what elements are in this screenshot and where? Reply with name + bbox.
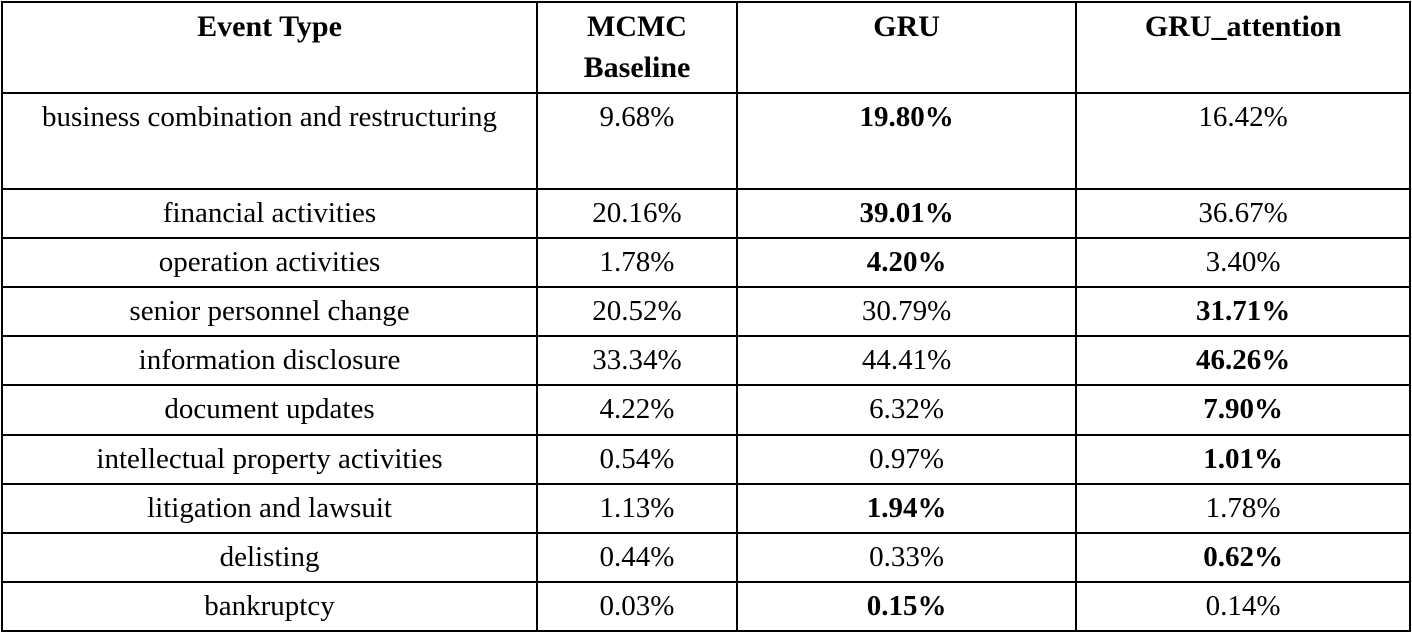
table-row: litigation and lawsuit 1.13% 1.94% 1.78%: [0, 482, 1411, 534]
gru-attention-cell: 0.62%: [1075, 531, 1411, 584]
mcmc-baseline-cell: 0.44%: [536, 531, 738, 584]
gru-cell: 4.20%: [735, 236, 1078, 289]
mcmc-baseline-cell: 20.52%: [536, 286, 738, 338]
event-type-cell: financial activities: [0, 187, 539, 239]
mcmc-baseline-cell: 1.13%: [536, 482, 738, 534]
mcmc-baseline-cell: 9.68%: [536, 91, 738, 190]
mcmc-baseline-cell: 4.22%: [536, 384, 738, 436]
event-type-cell: information disclosure: [0, 335, 539, 387]
gru-attention-cell: 3.40%: [1075, 236, 1411, 289]
table-row: delisting 0.44% 0.33% 0.62%: [0, 531, 1411, 584]
table-row: operation activities 1.78% 4.20% 3.40%: [0, 236, 1411, 289]
gru-cell: 44.41%: [735, 335, 1078, 387]
gru-cell: 39.01%: [735, 187, 1078, 239]
table-row: bankruptcy 0.03% 0.15% 0.14%: [0, 581, 1411, 632]
event-type-cell: operation activities: [0, 236, 539, 289]
event-type-cell: bankruptcy: [0, 581, 539, 632]
table-row: senior personnel change 20.52% 30.79% 31…: [0, 286, 1411, 338]
gru-cell: 0.97%: [735, 433, 1078, 485]
mcmc-baseline-cell: 0.54%: [536, 433, 738, 485]
gru-attention-cell: 1.78%: [1075, 482, 1411, 534]
gru-attention-cell: 31.71%: [1075, 286, 1411, 338]
gru-cell: 6.32%: [735, 384, 1078, 436]
gru-cell: 1.94%: [735, 482, 1078, 534]
column-header-mcmc-baseline: MCMC Baseline: [536, 1, 738, 94]
event-type-cell: delisting: [0, 531, 539, 584]
gru-attention-cell: 1.01%: [1075, 433, 1411, 485]
event-type-cell: intellectual property activities: [0, 433, 539, 485]
gru-attention-cell: 7.90%: [1075, 384, 1411, 436]
column-header-event-type: Event Type: [0, 1, 539, 94]
gru-attention-cell: 16.42%: [1075, 91, 1411, 190]
table-row: business combination and restructuring 9…: [0, 91, 1411, 190]
table-row: intellectual property activities 0.54% 0…: [0, 433, 1411, 485]
event-type-cell: litigation and lawsuit: [0, 482, 539, 534]
event-type-cell: senior personnel change: [0, 286, 539, 338]
gru-cell: 30.79%: [735, 286, 1078, 338]
column-header-gru-attention: GRU_attention: [1075, 1, 1411, 94]
column-header-gru: GRU: [735, 1, 1078, 94]
mcmc-baseline-cell: 1.78%: [536, 236, 738, 289]
event-type-cell: business combination and restructuring: [0, 91, 539, 190]
gru-attention-cell: 0.14%: [1075, 581, 1411, 632]
mcmc-header-line2: Baseline: [583, 51, 691, 85]
table-row: financial activities 20.16% 39.01% 36.67…: [0, 187, 1411, 239]
table-row: information disclosure 33.34% 44.41% 46.…: [0, 335, 1411, 387]
mcmc-baseline-cell: 20.16%: [536, 187, 738, 239]
mcmc-baseline-cell: 0.03%: [536, 581, 738, 632]
gru-attention-cell: 46.26%: [1075, 335, 1411, 387]
event-type-cell: document updates: [0, 384, 539, 436]
gru-cell: 19.80%: [735, 91, 1078, 190]
table-row: document updates 4.22% 6.32% 7.90%: [0, 384, 1411, 436]
mcmc-baseline-cell: 33.34%: [536, 335, 738, 387]
mcmc-header-line1: MCMC: [587, 10, 687, 43]
table-header-row: Event Type MCMC Baseline GRU GRU_attenti…: [0, 1, 1411, 94]
gru-cell: 0.33%: [735, 531, 1078, 584]
gru-attention-cell: 36.67%: [1075, 187, 1411, 239]
gru-cell: 0.15%: [735, 581, 1078, 632]
